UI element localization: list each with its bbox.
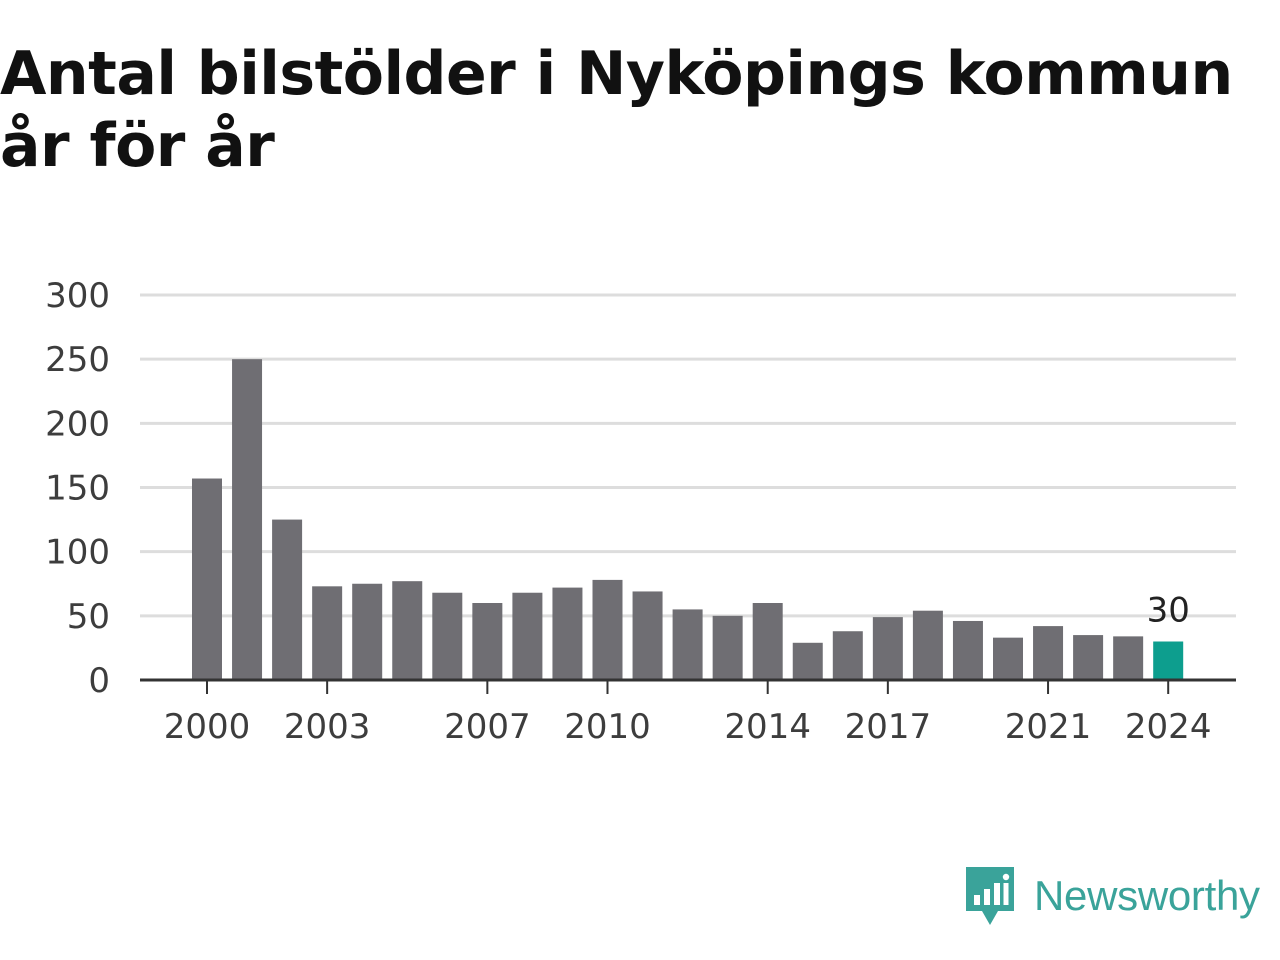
bar-2014 <box>752 603 783 680</box>
bar-2020 <box>993 637 1023 680</box>
bar-2011 <box>632 591 663 680</box>
x-tick-label: 2003 <box>284 707 371 747</box>
bar-2021 <box>1033 626 1064 680</box>
bar-2012 <box>672 609 703 680</box>
logo-text: Newsworthy <box>1034 872 1260 919</box>
x-tick-label: 2010 <box>564 707 651 747</box>
bar-2010 <box>592 579 623 680</box>
y-axis-ticks: 0 50 100 150 200 250 300 <box>45 276 110 701</box>
bar-2007 <box>472 603 503 680</box>
data-label: 30 <box>1147 591 1190 631</box>
bar-2008 <box>512 592 543 680</box>
x-tick-label: 2017 <box>845 707 932 747</box>
y-tick-label: 300 <box>45 276 110 316</box>
bar-2017 <box>872 617 903 680</box>
y-tick-label: 250 <box>45 340 110 380</box>
data-labels: 30 <box>1147 591 1190 631</box>
newsworthy-logo-icon <box>966 867 1014 925</box>
bar-2016 <box>832 631 863 680</box>
y-tick-label: 200 <box>45 404 110 444</box>
bar-2006 <box>432 592 463 680</box>
bar-2022 <box>1073 635 1104 680</box>
chart-title: Antal bilstölder i Nyköpings kommun år f… <box>0 39 1233 181</box>
gridlines <box>140 293 1236 618</box>
y-tick-label: 150 <box>45 469 110 509</box>
bars <box>192 359 1184 680</box>
y-tick-label: 100 <box>45 533 110 573</box>
bar-2004 <box>352 583 383 680</box>
bar-2009 <box>552 587 583 680</box>
bar-2018 <box>912 610 943 680</box>
x-tick-label: 2007 <box>444 707 531 747</box>
newsworthy-logo: Newsworthy <box>964 864 1260 928</box>
x-axis-ticks: 2000 2003 2007 2010 2014 2017 2021 2024 <box>164 680 1212 747</box>
bar-2015 <box>792 642 823 680</box>
y-tick-label: 0 <box>88 661 110 701</box>
x-tick-label: 2021 <box>1005 707 1092 747</box>
bar-2000 <box>192 478 222 680</box>
bar-2019 <box>952 620 983 680</box>
bar-2023 <box>1113 636 1144 680</box>
bar-2003 <box>312 586 343 680</box>
x-tick-label: 2014 <box>724 707 811 747</box>
x-tick-label: 2024 <box>1125 707 1212 747</box>
bar-2001 <box>232 359 263 680</box>
x-tick-label: 2000 <box>164 707 251 747</box>
y-tick-label: 50 <box>67 597 110 637</box>
bar-2005 <box>392 581 423 680</box>
bar-2002 <box>272 519 303 680</box>
bar-2013 <box>712 615 743 680</box>
bar-2024 <box>1153 641 1184 680</box>
